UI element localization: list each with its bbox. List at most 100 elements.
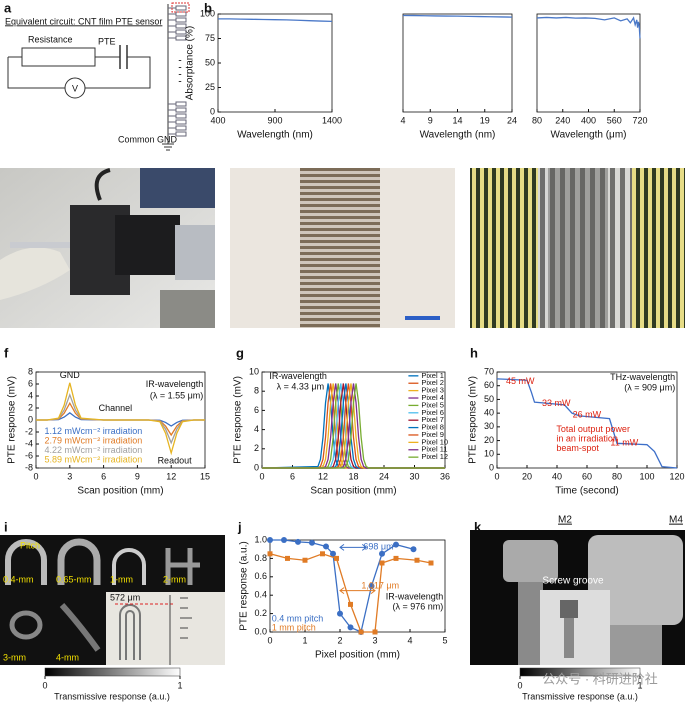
imaging-tiles-part bbox=[112, 548, 146, 585]
colorbar-label: Transmissive response (a.u.) bbox=[54, 691, 170, 701]
watermark: 公众号 · 科研进阶社 bbox=[542, 671, 658, 686]
marker bbox=[267, 551, 273, 557]
screw-label: M2 bbox=[558, 515, 572, 526]
x-tick-label: 5 bbox=[442, 635, 447, 645]
legend-label: 4.22 mWcm⁻² irradiation bbox=[44, 445, 142, 455]
y-tick-label: -6 bbox=[25, 450, 33, 460]
imaging-screws-part bbox=[560, 600, 578, 618]
x-tick-label: 400 bbox=[581, 115, 596, 125]
x-axis-label: Pixel position (mm) bbox=[315, 650, 400, 661]
x-tick-label: 9 bbox=[135, 471, 140, 481]
meter-label: V bbox=[72, 83, 78, 93]
marker bbox=[267, 537, 273, 543]
circuit-part bbox=[21, 47, 96, 67]
y-tick-label: 50 bbox=[484, 394, 494, 404]
marker bbox=[379, 550, 385, 557]
y-tick-label: 30 bbox=[484, 421, 494, 431]
x-axis-label: Wavelength (nm) bbox=[237, 130, 313, 141]
imaging-tiles-part bbox=[165, 548, 200, 585]
legend-label: Pixel 2 bbox=[421, 378, 444, 387]
marker bbox=[302, 557, 308, 563]
imaging-tiles-part bbox=[119, 604, 141, 660]
x-tick-label: 80 bbox=[612, 471, 622, 481]
series-line bbox=[218, 18, 333, 22]
panel-label: g bbox=[236, 345, 244, 360]
y-tick-label: 0 bbox=[254, 462, 259, 472]
panel-label: f bbox=[4, 345, 9, 360]
annotation: (λ = 909 μm) bbox=[624, 383, 675, 393]
x-tick-label: 24 bbox=[379, 471, 389, 481]
marker bbox=[281, 537, 287, 543]
y-tick-label: 10 bbox=[484, 449, 494, 459]
y-tick-label: 2 bbox=[28, 402, 33, 412]
y-tick-label: 0.2 bbox=[254, 608, 267, 618]
marker bbox=[414, 557, 420, 563]
y-tick-label: 0 bbox=[489, 462, 494, 472]
annotation: (λ = 1.55 μm) bbox=[150, 390, 203, 400]
legend-label: Pixel 3 bbox=[421, 386, 444, 395]
photo-electrodes-part bbox=[632, 168, 685, 328]
imaging-tiles-part bbox=[169, 595, 192, 665]
annotation: GND bbox=[60, 370, 81, 380]
annotation: 1,017 μm bbox=[361, 580, 399, 590]
axes-frame bbox=[536, 13, 641, 113]
x-axis-label: Wavelength (nm) bbox=[420, 130, 496, 141]
x-tick-label: 1 bbox=[302, 635, 307, 645]
scale-label: 572 μm bbox=[110, 592, 140, 602]
x-tick-label: 20 bbox=[522, 471, 532, 481]
tile-label: 0.4-mm bbox=[3, 574, 34, 584]
x-tick-label: 1400 bbox=[322, 115, 342, 125]
series-line bbox=[262, 383, 445, 469]
y-tick-label: 0.0 bbox=[254, 626, 267, 636]
series-line bbox=[536, 16, 641, 39]
imaging-screws-part bbox=[503, 540, 558, 582]
legend-label: Pixel 4 bbox=[421, 393, 444, 402]
y-tick-label: 70 bbox=[484, 366, 494, 376]
y-tick-label: -2 bbox=[25, 426, 33, 436]
marker bbox=[295, 538, 301, 545]
annotation: 26 mW bbox=[573, 410, 602, 420]
marker bbox=[285, 555, 290, 561]
micrograph-film-part bbox=[300, 168, 380, 328]
chart: 400 900 1400 0 25 50 75 100 Wavelength (nm) Absor… bbox=[185, 8, 342, 140]
y-tick-label: 0 bbox=[28, 414, 33, 424]
annotation: IR-wavelength bbox=[146, 379, 204, 389]
photo-setup-part bbox=[140, 168, 215, 208]
legend-label: Pixel 9 bbox=[421, 430, 444, 439]
circuit-part bbox=[64, 77, 86, 99]
legend-label: Pixel 10 bbox=[421, 437, 448, 446]
chart: 4 9 14 19 24 Wavelength (nm) bbox=[400, 13, 517, 141]
imaging-screws-part bbox=[519, 667, 641, 677]
imaging-screws-part bbox=[588, 535, 683, 625]
ground-label: Common GND bbox=[118, 134, 178, 144]
x-tick-label: 0 bbox=[267, 635, 272, 645]
imaging-tiles-part bbox=[44, 667, 181, 677]
marker bbox=[372, 629, 378, 635]
imaging-screws: M2 M4 Screw groove Transmissive response… bbox=[470, 515, 685, 701]
colorbar-label: Transmissive response (a.u.) bbox=[522, 691, 638, 701]
y-tick-label: 40 bbox=[484, 408, 494, 418]
annotation: IR-wavelength bbox=[269, 371, 327, 381]
marker bbox=[393, 541, 399, 548]
tile-label: 0.65-mm bbox=[56, 574, 92, 584]
circuit-part bbox=[119, 45, 128, 69]
series-line bbox=[496, 378, 678, 469]
y-tick-label: 0.6 bbox=[254, 571, 267, 581]
y-tick-label: 60 bbox=[484, 380, 494, 390]
colorbar-tick-label: 0 bbox=[42, 680, 47, 690]
y-tick-label: 10 bbox=[249, 366, 259, 376]
y-tick-label: 100 bbox=[200, 8, 215, 18]
y-tick-label: 8 bbox=[28, 366, 33, 376]
panel-label: j bbox=[237, 519, 242, 534]
circuit-part bbox=[162, 4, 174, 151]
x-tick-label: 100 bbox=[639, 471, 654, 481]
marker bbox=[428, 560, 434, 566]
legend-label: Pixel 1 bbox=[421, 371, 444, 380]
x-tick-label: 12 bbox=[166, 471, 176, 481]
annotation: 33 mW bbox=[542, 398, 571, 408]
axes-frame bbox=[402, 13, 513, 113]
chart: 0 20 40 60 80 100 120 0 10 20 30 40 50 60 70 Time (seco… bbox=[468, 366, 685, 496]
annotation: λ = 4.33 μm bbox=[277, 382, 324, 392]
chart: 0 1 2 3 4 5 0.0 0.2 0.4 0.6 0.8 1.0 Pixel position (… bbox=[239, 534, 448, 660]
